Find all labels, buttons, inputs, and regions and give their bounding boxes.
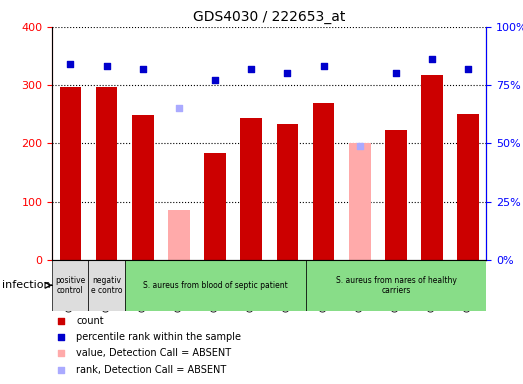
Point: [320, 63, 328, 70]
Text: S. aureus from blood of septic patient: S. aureus from blood of septic patient: [143, 281, 288, 290]
Point: [428, 56, 436, 63]
Text: rank, Detection Call = ABSENT: rank, Detection Call = ABSENT: [76, 365, 226, 375]
FancyBboxPatch shape: [52, 260, 88, 311]
Point: [392, 70, 400, 76]
FancyBboxPatch shape: [88, 260, 124, 311]
Text: percentile rank within the sample: percentile rank within the sample: [76, 332, 241, 342]
Point: [356, 142, 364, 149]
Text: positive
control: positive control: [55, 276, 86, 295]
Bar: [385, 130, 407, 260]
Point: [66, 61, 75, 67]
Bar: [96, 88, 117, 260]
Point: [344, 132, 353, 138]
FancyBboxPatch shape: [305, 260, 486, 311]
FancyBboxPatch shape: [124, 260, 305, 311]
Point: [175, 105, 183, 111]
Bar: [132, 116, 154, 260]
Text: S. aureus from nares of healthy
carriers: S. aureus from nares of healthy carriers: [336, 276, 457, 295]
Bar: [313, 103, 335, 260]
Point: [344, 281, 353, 287]
Point: [211, 78, 219, 84]
Text: value, Detection Call = ABSENT: value, Detection Call = ABSENT: [76, 348, 231, 358]
Bar: [422, 75, 443, 260]
Bar: [60, 87, 81, 260]
Point: [139, 66, 147, 72]
Title: GDS4030 / 222653_at: GDS4030 / 222653_at: [193, 10, 346, 25]
Bar: [277, 124, 298, 260]
Point: [283, 70, 292, 76]
Bar: [241, 118, 262, 260]
Text: count: count: [76, 316, 104, 326]
Bar: [204, 153, 226, 260]
Bar: [349, 143, 371, 260]
Text: negativ
e contro: negativ e contro: [91, 276, 122, 295]
Bar: [458, 114, 479, 260]
Bar: [168, 210, 190, 260]
Point: [464, 66, 472, 72]
Point: [247, 66, 255, 72]
Text: infection: infection: [2, 280, 51, 290]
Point: [103, 63, 111, 70]
